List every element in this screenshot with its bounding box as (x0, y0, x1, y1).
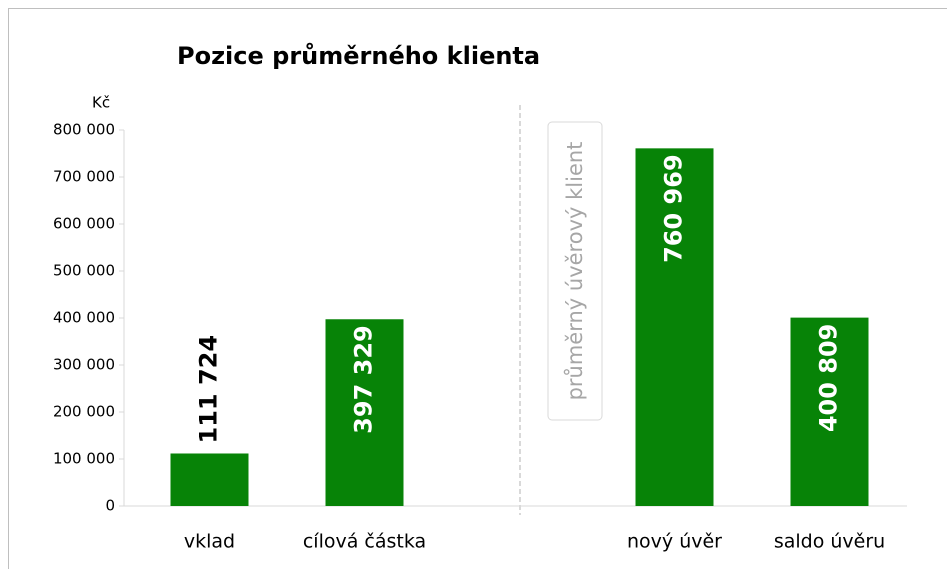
y-tick-label: 800 000 (53, 121, 115, 139)
y-tick-label: 500 000 (53, 262, 115, 280)
y-tick-label: 300 000 (53, 356, 115, 374)
annotation-box (547, 121, 603, 421)
y-unit: Kč (92, 94, 110, 112)
value-label: 397 329 (350, 325, 378, 434)
bar (325, 319, 404, 506)
y-tick-label: 200 000 (53, 403, 115, 421)
x-tick-label: cílová částka (303, 531, 426, 553)
y-tick-label: 600 000 (53, 215, 115, 233)
chart-title: Pozice průměrného klienta (177, 42, 540, 70)
x-tick-label: nový úvěr (627, 531, 722, 553)
y-tick-label: 400 000 (53, 309, 115, 327)
value-label: 400 809 (815, 324, 843, 433)
annotation: průměrný úvěrový klient (563, 142, 587, 401)
y-tick-label: 0 (105, 497, 115, 515)
bar (170, 453, 249, 506)
bar (790, 317, 869, 506)
x-tick-label: saldo úvěru (774, 531, 885, 553)
value-label: 111 724 (195, 335, 223, 444)
y-tick-label: 700 000 (53, 168, 115, 186)
x-tick-label: vklad (184, 531, 235, 553)
chart-border (8, 8, 947, 569)
bar (635, 148, 714, 506)
y-tick-label: 100 000 (53, 450, 115, 468)
value-label: 760 969 (660, 154, 688, 263)
